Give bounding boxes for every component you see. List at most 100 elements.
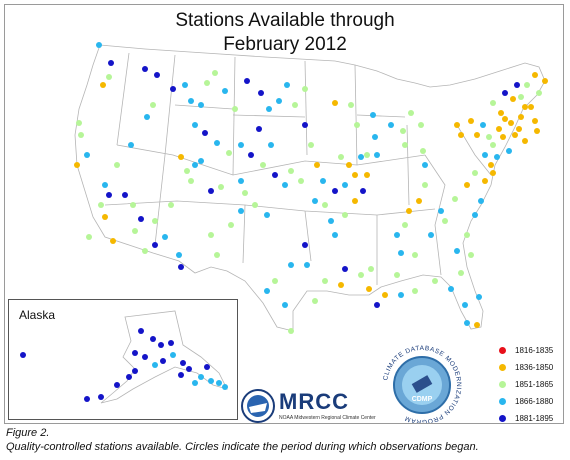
station-dot (506, 148, 512, 154)
station-dot (168, 340, 174, 346)
legend-label: 1851-1865 (515, 380, 554, 389)
station-dot (302, 86, 308, 92)
station-dot (472, 212, 478, 218)
legend-label: 1836-1850 (515, 363, 554, 372)
station-dot (142, 66, 148, 72)
station-dot (370, 112, 376, 118)
station-dot (338, 282, 344, 288)
station-dot (532, 118, 538, 124)
station-dot (338, 154, 344, 160)
station-dot (432, 278, 438, 284)
station-dot (494, 154, 500, 160)
state-lines (104, 52, 492, 285)
station-dot (438, 208, 444, 214)
station-dot (98, 202, 104, 208)
station-dot (84, 396, 90, 402)
legend-label: 1866-1880 (515, 397, 554, 406)
station-dot (500, 134, 506, 140)
station-dot (480, 122, 486, 128)
station-dot (474, 322, 480, 328)
station-dot (372, 134, 378, 140)
conus-outline (74, 44, 546, 332)
station-dot (102, 182, 108, 188)
station-dot (522, 104, 528, 110)
station-dot (132, 228, 138, 234)
station-dot (328, 218, 334, 224)
station-dot (374, 302, 380, 308)
station-dot (132, 350, 138, 356)
station-dot (416, 198, 422, 204)
station-dot (502, 116, 508, 122)
station-dot (472, 170, 478, 176)
station-dot (160, 358, 166, 364)
station-dot (406, 208, 412, 214)
station-dot (272, 278, 278, 284)
legend-swatch (499, 364, 506, 371)
station-dot (360, 188, 366, 194)
station-dot (178, 154, 184, 160)
station-dot (74, 162, 80, 168)
caption-line-1: Figure 2. (6, 427, 50, 439)
station-dot (98, 394, 104, 400)
station-dot (178, 372, 184, 378)
title-line-2: February 2012 (223, 34, 347, 55)
station-dot (358, 272, 364, 278)
station-dot (252, 202, 258, 208)
station-dot (216, 380, 222, 386)
station-dot (150, 102, 156, 108)
station-dot (258, 90, 264, 96)
station-dot (402, 222, 408, 228)
station-dot (192, 122, 198, 128)
station-dot (284, 82, 290, 88)
station-dot (366, 286, 372, 292)
station-dot (264, 288, 270, 294)
station-dot (528, 104, 534, 110)
station-dot (202, 130, 208, 136)
station-dot (138, 328, 144, 334)
station-dot (524, 82, 530, 88)
station-dot (400, 128, 406, 134)
station-dot (158, 342, 164, 348)
legend-item: 1866-1880 (499, 393, 563, 410)
station-dot (214, 252, 220, 258)
station-dot (222, 384, 228, 390)
station-dot (382, 292, 388, 298)
station-dot (292, 102, 298, 108)
station-dot (204, 80, 210, 86)
station-dot (222, 88, 228, 94)
station-dot (110, 238, 116, 244)
station-dot (302, 242, 308, 248)
station-dot (208, 232, 214, 238)
station-dot (288, 168, 294, 174)
station-dot (490, 142, 496, 148)
station-dot (244, 78, 250, 84)
station-dot (490, 100, 496, 106)
station-dot (518, 94, 524, 100)
station-dot (394, 272, 400, 278)
station-dot (462, 302, 468, 308)
station-dot (178, 264, 184, 270)
station-dot (188, 178, 194, 184)
station-dot (514, 82, 520, 88)
station-dot (388, 122, 394, 128)
station-dot (150, 336, 156, 342)
station-dot (518, 114, 524, 120)
figure-caption: Figure 2. Quality-controlled stations av… (6, 426, 566, 454)
legend-label: 1881-1895 (515, 414, 554, 423)
station-dot (342, 212, 348, 218)
station-dot (312, 298, 318, 304)
station-dot (542, 78, 548, 84)
station-dot (208, 378, 214, 384)
station-dot (102, 214, 108, 220)
station-dot (288, 328, 294, 334)
station-dot (464, 320, 470, 326)
alaska-inset: Alaska (8, 299, 238, 420)
station-dot (264, 212, 270, 218)
station-dot (398, 250, 404, 256)
station-dot (422, 182, 428, 188)
station-dot (168, 202, 174, 208)
station-dot (332, 232, 338, 238)
station-dot (302, 122, 308, 128)
station-dot (498, 110, 504, 116)
station-dot (482, 152, 488, 158)
